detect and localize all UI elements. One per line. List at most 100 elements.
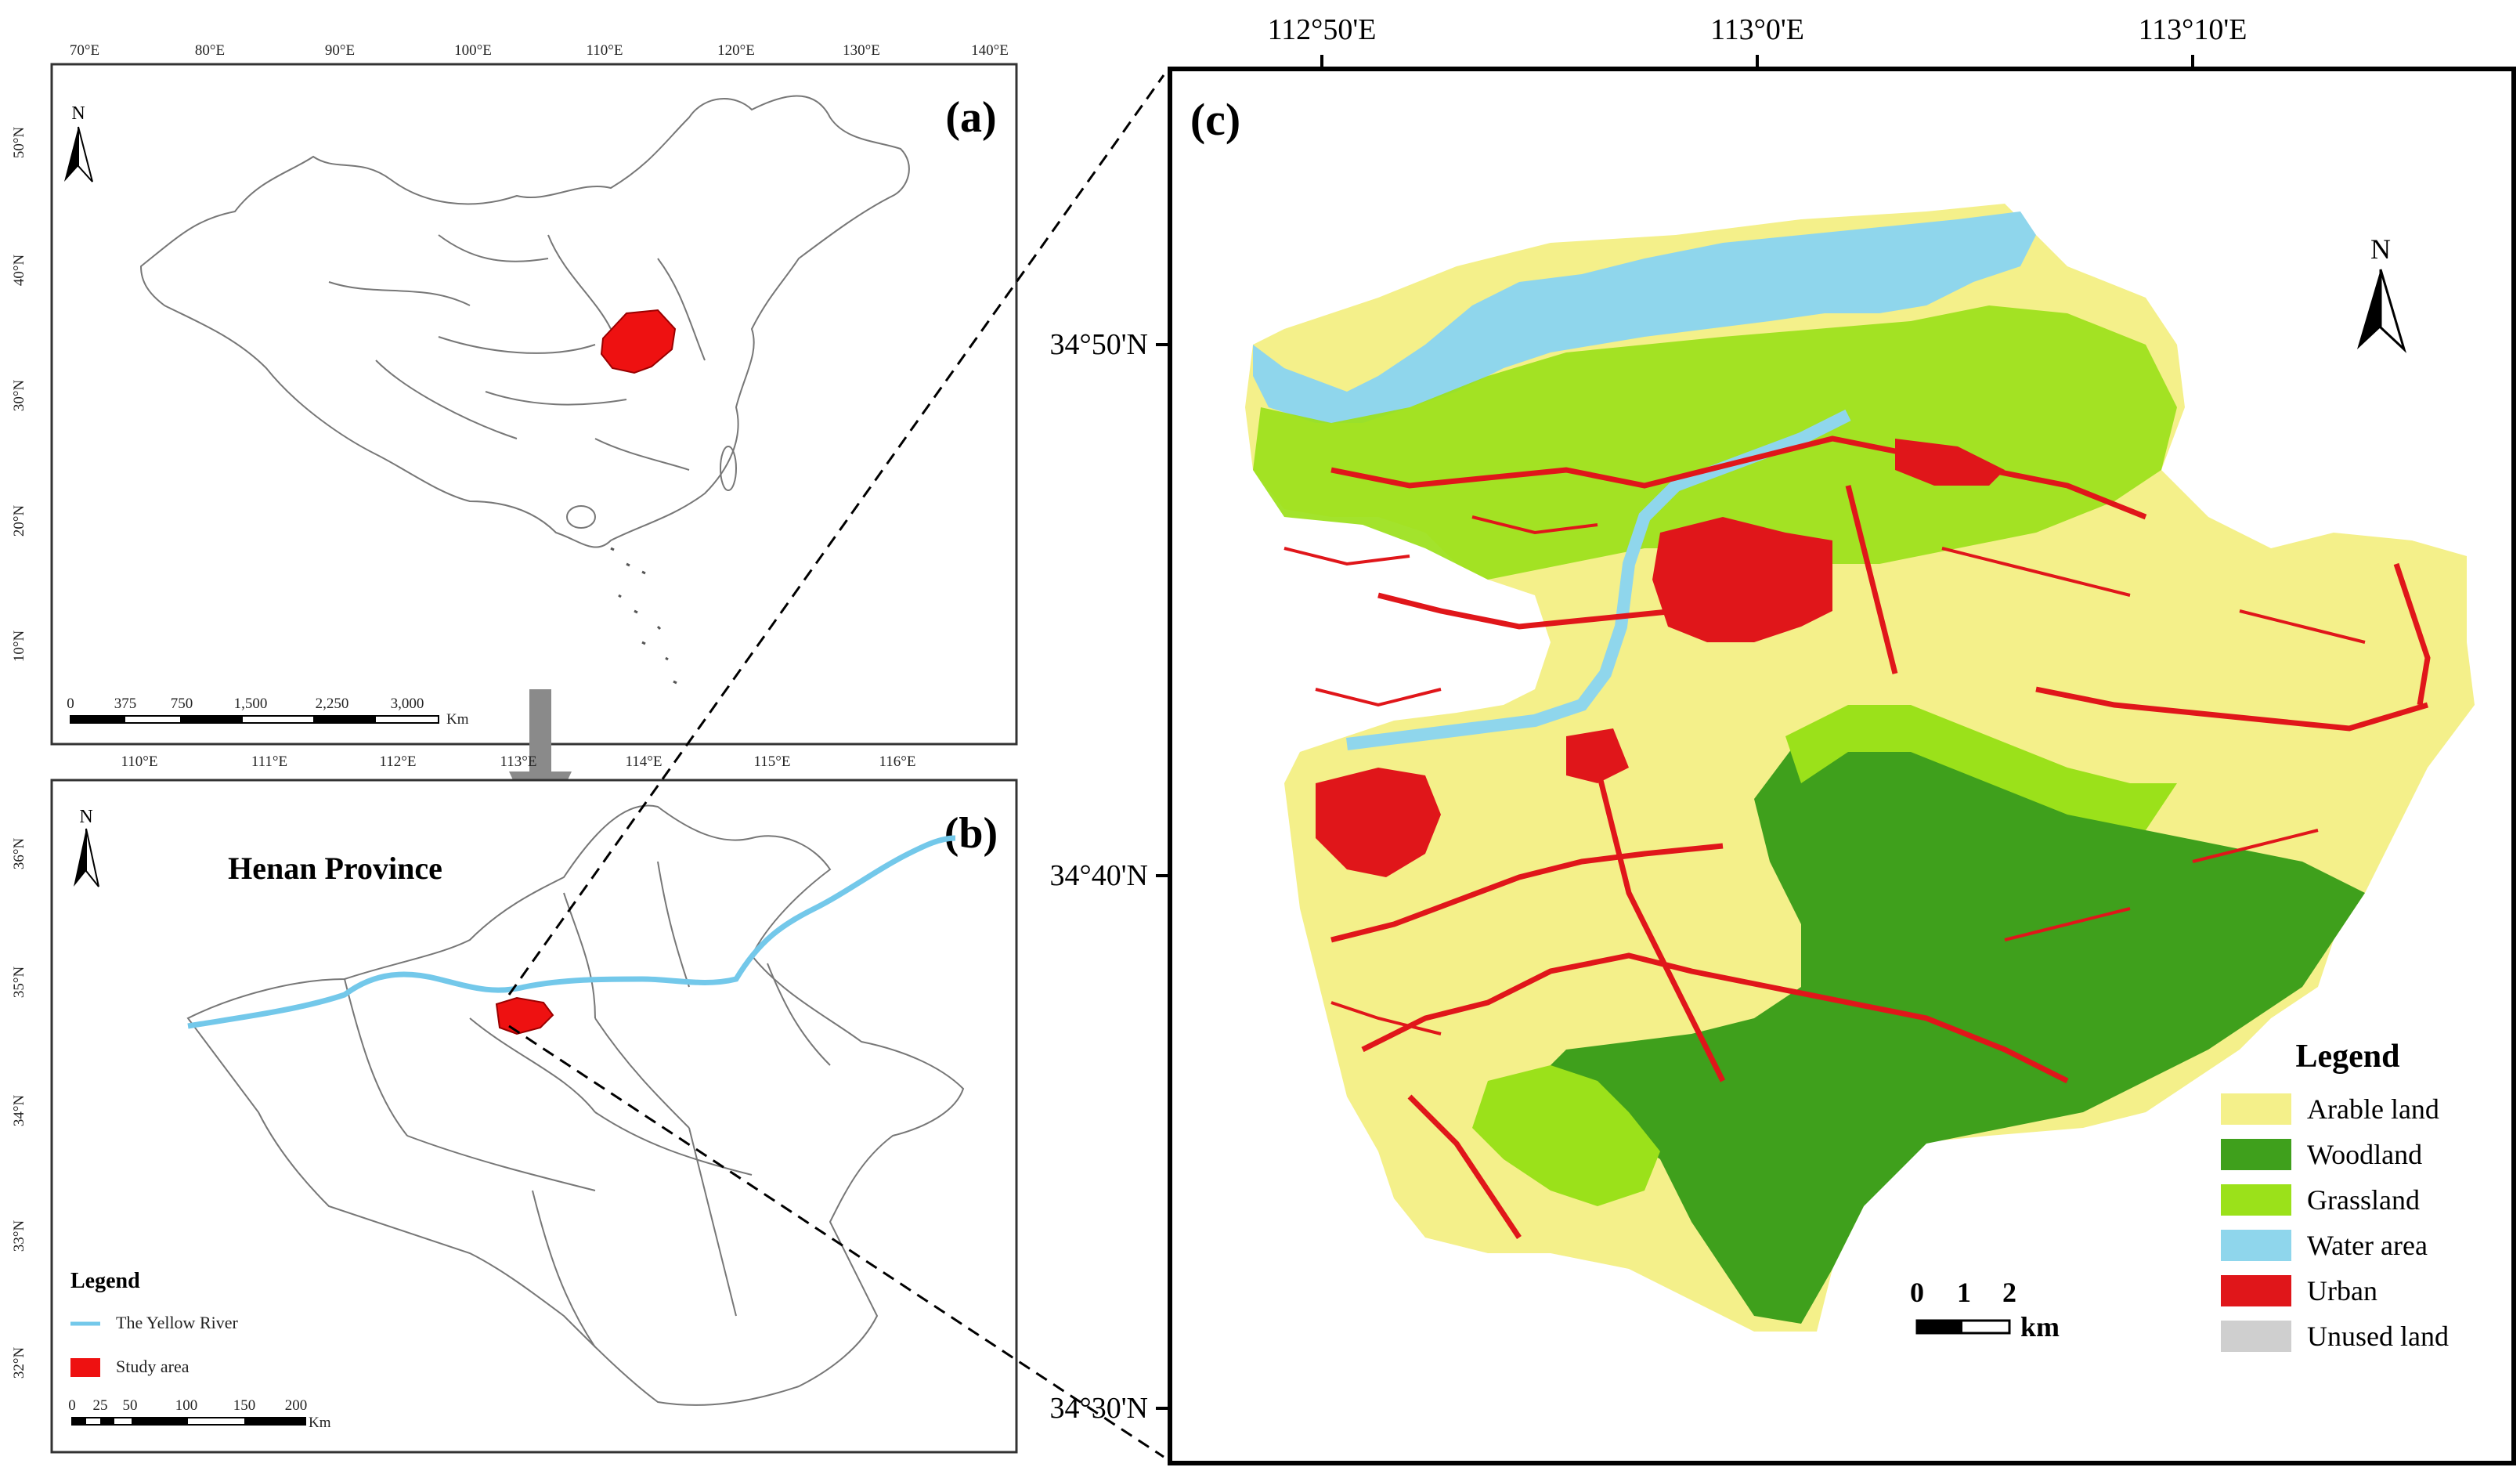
panel-a-lon-tick: 90°E <box>325 42 355 59</box>
panel-a-north-label: N <box>71 103 85 124</box>
panel-b-frame <box>50 779 1018 1454</box>
panel-b-legend-title: Legend <box>70 1269 140 1293</box>
panel-c-legend: Legend Arable land Woodland Grassland Water… <box>2221 1039 2449 1352</box>
legend-item-label: Arable land <box>2307 1093 2439 1125</box>
panel-a-lat-tick: 30°N <box>11 380 27 412</box>
grassland-patch <box>1785 705 2177 830</box>
china-outline <box>139 95 910 548</box>
scale-tick: 200 <box>285 1397 308 1414</box>
panel-b-lon-tick: 111°E <box>251 753 287 770</box>
panel-c-lat-tick: 34°40'N <box>1050 859 1149 892</box>
north-arrow-icon <box>85 828 99 887</box>
scale-unit: Km <box>446 711 469 728</box>
panel-b-north-label: N <box>79 807 92 827</box>
grassland-patch <box>1472 1065 1660 1206</box>
scale-tick: 0 <box>67 696 74 712</box>
taiwan-island <box>720 446 737 491</box>
panel-b-lat-tick: 33°N <box>11 1220 27 1252</box>
urban-network <box>1330 435 2431 1239</box>
urban-patch <box>1652 517 1832 642</box>
panel-b-lon-tick: 113°E <box>500 753 537 770</box>
panel-b-lon-tick: 116°E <box>879 753 916 770</box>
panel-c-legend-title: Legend <box>2295 1039 2399 1075</box>
panel-a-frame <box>50 63 1018 746</box>
panel-a-lon-tick: 110°E <box>587 42 623 59</box>
legend-item-label: Woodland <box>2307 1139 2422 1170</box>
legend-swatch <box>2221 1275 2291 1306</box>
legend-swatch <box>2221 1184 2291 1216</box>
panel-b-scale-bar: 0 25 50 100 150 200 Km <box>68 1397 330 1431</box>
panel-c-lon-tick: 113°0'E <box>1710 13 1804 46</box>
yellow-river <box>187 835 956 1029</box>
panel-c-lat-tick: 34°30'N <box>1050 1392 1149 1425</box>
panel-b-lat-tick: 34°N <box>11 1095 27 1127</box>
panel-a-lon-tick: 130°E <box>843 42 880 59</box>
scale-unit: km <box>2020 1311 2060 1342</box>
panel-c: 112°50'E 113°0'E 113°10'E 34°50'N 34°40'… <box>1050 13 2516 1465</box>
urban-network <box>1283 515 2366 1035</box>
connector-lines <box>507 74 1165 1458</box>
scale-tick: 25 <box>93 1397 108 1414</box>
panel-b-lat-tick: 35°N <box>11 967 27 999</box>
north-arrow-icon <box>74 829 86 887</box>
panel-b-legend-item: Study area <box>116 1357 190 1376</box>
north-arrow-icon <box>64 127 78 182</box>
urban-patch <box>1566 728 1629 783</box>
study-area-legend-swatch <box>70 1358 100 1377</box>
panel-a-label: (a) <box>945 93 996 142</box>
south-china-sea-islands <box>610 547 677 685</box>
henan-outline <box>186 804 965 1406</box>
panel-c-north-label: N <box>2370 233 2391 265</box>
panel-b-lon-tick: 115°E <box>754 753 791 770</box>
legend-item-label: Grassland <box>2307 1184 2420 1216</box>
legend-swatch <box>2221 1230 2291 1261</box>
legend-swatch <box>2221 1093 2291 1125</box>
panel-a-lat-tick: 10°N <box>11 631 27 663</box>
panel-b-lon-tick: 114°E <box>626 753 662 770</box>
panel-b: 110°E 111°E 112°E 113°E 114°E 115°E 116°… <box>11 753 1018 1454</box>
land-use-map <box>1245 204 2475 1332</box>
scale-tick: 2 <box>2002 1277 2016 1308</box>
hainan-island <box>566 505 596 529</box>
scale-tick: 750 <box>171 696 193 712</box>
urban-patch <box>1316 768 1441 877</box>
north-arrow-icon <box>78 126 93 182</box>
north-arrow-icon <box>2357 269 2381 349</box>
water-area-patch <box>1253 211 2036 423</box>
legend-swatch <box>2221 1139 2291 1170</box>
scale-tick: 150 <box>233 1397 256 1414</box>
panel-c-scale-bar: 0 1 2 km <box>1910 1277 2060 1342</box>
scale-tick: 3,000 <box>391 696 424 712</box>
panel-a-lon-tick: 80°E <box>195 42 225 59</box>
panel-b-legend: Legend The Yellow River Study area <box>70 1269 239 1377</box>
panel-a-lon-tick: 100°E <box>454 42 492 59</box>
panel-c-lon-tick: 112°50'E <box>1268 13 1377 46</box>
legend-item-label: Urban <box>2307 1275 2377 1306</box>
scale-tick: 1 <box>1957 1277 1971 1308</box>
panel-a-lat-tick: 40°N <box>11 255 27 287</box>
panel-a: 70°E 80°E 90°E 100°E 110°E 120°E 130°E 1… <box>11 42 1018 746</box>
panel-c-label: (c) <box>1190 94 1240 145</box>
grassland-patch <box>1253 305 2177 580</box>
panel-b-lon-tick: 110°E <box>121 753 158 770</box>
legend-item-label: Water area <box>2307 1230 2428 1261</box>
panel-b-title: Henan Province <box>228 851 442 886</box>
scale-tick: 1,500 <box>234 696 268 712</box>
woodland-patch <box>1535 721 2365 1324</box>
panel-a-lon-tick: 120°E <box>717 42 755 59</box>
province-borders <box>328 234 706 471</box>
legend-item-label: Unused land <box>2307 1321 2449 1352</box>
panel-c-lat-tick: 34°50'N <box>1050 328 1149 361</box>
scale-tick: 100 <box>175 1397 198 1414</box>
scale-tick: 0 <box>1910 1277 1924 1308</box>
panel-b-lat-tick: 36°N <box>11 838 27 870</box>
panel-a-lat-tick: 50°N <box>11 127 27 159</box>
henan-study-region <box>600 309 677 374</box>
scale-unit: Km <box>309 1415 331 1431</box>
panel-b-lon-tick: 112°E <box>380 753 417 770</box>
scale-tick: 375 <box>114 696 137 712</box>
panel-b-label: (b) <box>944 809 998 858</box>
panel-a-lat-tick: 20°N <box>11 505 27 537</box>
panel-b-legend-item: The Yellow River <box>116 1313 239 1332</box>
